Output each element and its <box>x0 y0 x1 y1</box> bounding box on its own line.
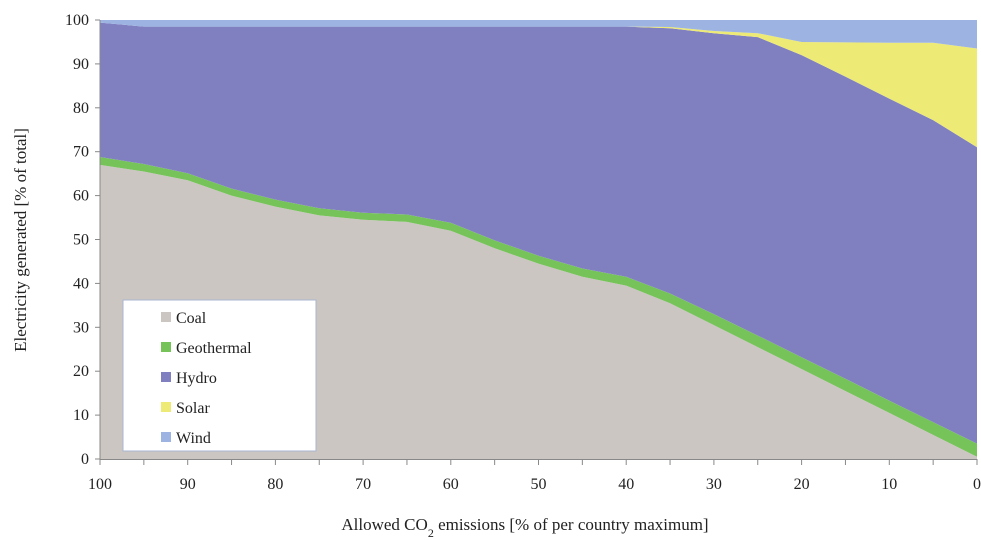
x-tick-label: 70 <box>355 476 371 493</box>
legend-swatch <box>161 312 171 322</box>
legend-swatch <box>161 432 171 442</box>
x-tick-label: 40 <box>618 476 634 493</box>
legend-label: Geothermal <box>176 340 252 357</box>
legend-box <box>122 299 317 452</box>
area-coal <box>100 164 977 459</box>
x-tick-label: 10 <box>881 476 897 493</box>
legend-label: Hydro <box>176 370 217 387</box>
y-tick-label: 70 <box>73 144 89 161</box>
x-tick-label: 90 <box>180 476 196 493</box>
y-axis-title: Electricity generated [% of total] <box>11 128 30 352</box>
legend: Coal Geothermal Hydro Solar Wind <box>122 299 317 452</box>
x-tick-label: 0 <box>973 476 981 493</box>
y-tick-label: 0 <box>81 451 89 468</box>
y-tick-label: 90 <box>73 56 89 73</box>
x-tick-label: 60 <box>443 476 459 493</box>
plot-areas <box>100 20 977 459</box>
y-tick-label: 60 <box>73 188 89 205</box>
x-tick-label: 80 <box>267 476 283 493</box>
y-tick-label: 40 <box>73 275 89 292</box>
x-axis-title: Allowed CO2 emissions [% of per country … <box>341 515 708 540</box>
x-tick-label: 100 <box>88 476 112 493</box>
axis-titles: Allowed CO2 emissions [% of per country … <box>11 128 709 540</box>
y-tick-label: 30 <box>73 319 89 336</box>
area-wind <box>100 20 977 49</box>
y-tick-label: 50 <box>73 232 89 249</box>
legend-swatch <box>161 402 171 412</box>
legend-label: Coal <box>176 310 207 327</box>
y-tick-label: 10 <box>73 407 89 424</box>
axes <box>95 19 978 465</box>
legend-label: Wind <box>176 430 211 447</box>
legend-label: Solar <box>176 400 210 417</box>
legend-swatch <box>161 372 171 382</box>
y-tick-label: 100 <box>65 12 89 29</box>
x-tick-label: 20 <box>794 476 810 493</box>
x-tick-label: 30 <box>706 476 722 493</box>
area-hydro <box>100 22 977 444</box>
y-tick-label: 20 <box>73 363 89 380</box>
legend-swatch <box>161 342 171 352</box>
y-tick-label: 80 <box>73 100 89 117</box>
x-tick-label: 50 <box>531 476 547 493</box>
